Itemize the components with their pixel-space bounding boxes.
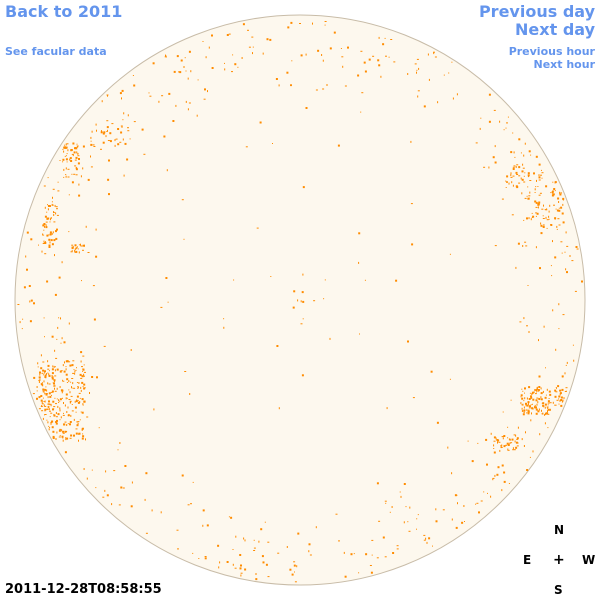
previous-hour-link[interactable]: Previous hour xyxy=(508,45,595,58)
next-day-link[interactable]: Next day xyxy=(515,20,595,39)
observation-timestamp: 2011-12-28T08:58:55 xyxy=(5,582,162,597)
compass-north: N xyxy=(554,523,565,537)
compass-south: S xyxy=(554,583,563,597)
compass-east: E xyxy=(523,553,532,567)
previous-day-link[interactable]: Previous day xyxy=(478,2,595,21)
solar-disk xyxy=(14,14,586,586)
compass-center-icon: + xyxy=(553,552,565,568)
see-facular-data-link[interactable]: See facular data xyxy=(5,45,107,58)
compass-west: W xyxy=(582,553,596,567)
next-hour-link[interactable]: Next hour xyxy=(533,58,596,71)
back-to-year-link[interactable]: Back to 2011 xyxy=(5,2,123,21)
facular-points xyxy=(17,21,583,583)
